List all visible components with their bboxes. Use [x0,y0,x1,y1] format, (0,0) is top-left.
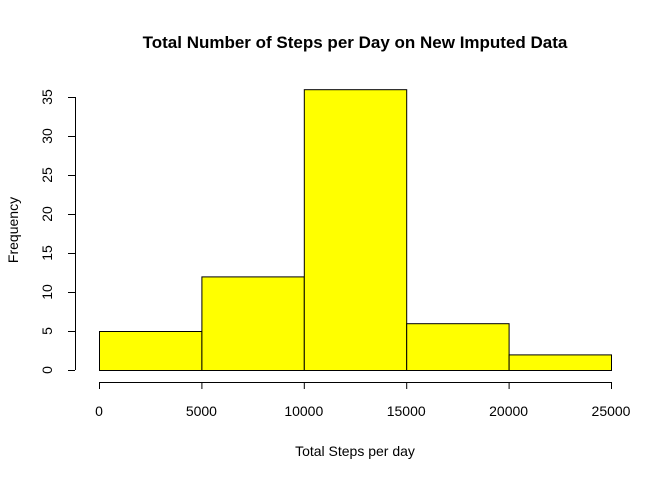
y-tick-label-5: 25 [39,167,55,183]
y-axis-label: Frequency [5,197,21,263]
x-tick-label-2: 10000 [284,403,323,419]
histogram-bar-4 [508,354,613,371]
chart-title: Total Number of Steps per Day on New Imp… [143,33,568,52]
x-tick-label-3: 15000 [387,403,426,419]
histogram-bar-1 [201,276,305,371]
y-tick-label-6: 30 [39,128,55,144]
x-axis: 0 5000 10000 15000 20000 25000 [95,382,631,419]
bars-group [99,89,613,372]
y-tick-label-7: 35 [39,89,55,105]
y-axis: 0 5 10 15 20 25 30 35 [39,89,76,374]
y-tick-label-4: 20 [39,206,55,222]
x-tick-label-4: 20000 [489,403,528,419]
y-tick-label-1: 5 [39,327,55,335]
x-axis-label: Total Steps per day [295,443,415,459]
histogram-bar-3 [406,323,510,372]
histogram-bar-2 [303,89,408,371]
histogram-bar-0 [99,331,203,371]
x-tick-label-1: 5000 [186,403,217,419]
x-tick-label-0: 0 [95,403,103,419]
y-tick-label-3: 15 [39,245,55,261]
x-tick-label-5: 25000 [592,403,631,419]
y-tick-label-0: 0 [39,366,55,374]
y-tick-label-2: 10 [39,284,55,300]
